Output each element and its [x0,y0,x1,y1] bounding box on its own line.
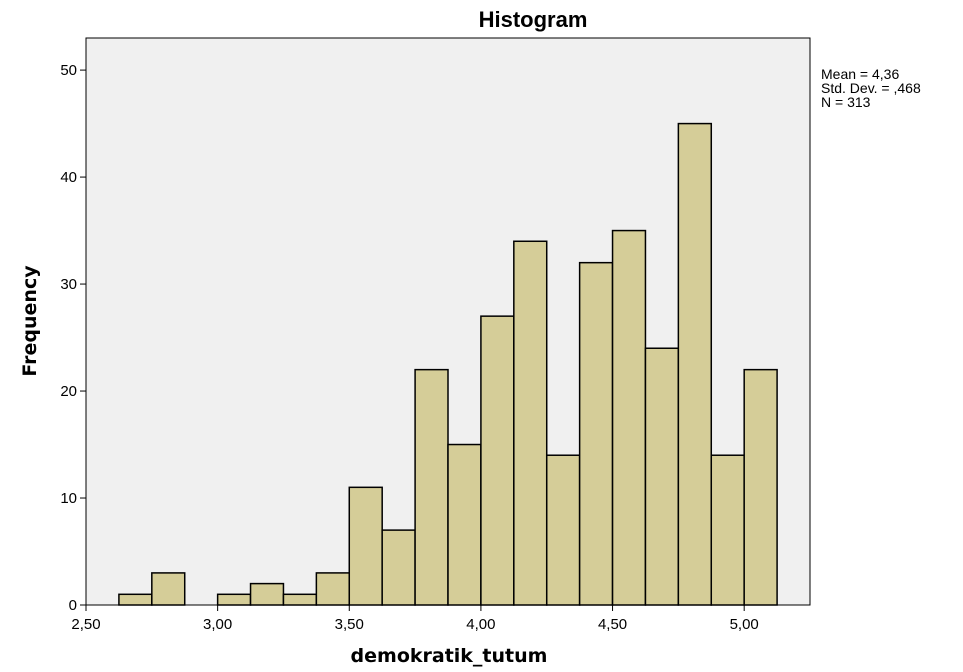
histogram-bar-7 [315,572,351,606]
histogram-bar-10 [414,368,449,606]
x-tick-label-3: 3,50 [335,616,364,633]
x-tick-label-1: 2,50 [71,616,100,633]
histogram-bar-12 [480,315,515,606]
x-axis-label: demokratik_tutum [351,645,548,667]
y-tick-label-5: 40 [60,169,77,186]
y-tick-label-4: 30 [60,276,77,293]
histogram-bar-17 [644,347,680,606]
histogram-bar-9 [381,529,416,606]
x-tick-label-5: 4,50 [598,616,627,633]
histogram-bar-8 [348,486,383,606]
histogram-bar-16 [611,229,647,606]
histogram-bar-5 [249,582,285,606]
y-tick-label-6: 50 [60,62,77,79]
histogram-bar-19 [710,454,745,606]
y-axis: 0 10 20 30 40 50 [60,62,86,614]
chart-title: Histogram [479,7,588,32]
histogram-bar-18 [677,122,713,606]
y-tick-label-2: 10 [60,490,77,507]
bars-group [118,122,778,606]
y-axis-label: Frequency [19,265,41,377]
x-tick-label-6: 5,00 [730,616,759,633]
x-tick-label-4: 4,00 [466,616,495,633]
histogram-bar-11 [447,443,482,606]
summary-stats: Mean = 4,36 Std. Dev. = ,468 N = 313 [821,66,921,110]
y-tick-label-3: 20 [60,383,77,400]
x-tick-label-2: 3,00 [203,616,232,633]
histogram-bar-1 [118,593,153,606]
histogram-bar-2 [151,572,186,606]
histogram-bar-6 [282,593,318,606]
x-axis: 2,50 3,00 3,50 4,00 4,50 5,00 [71,605,759,633]
y-tick-label-1: 0 [69,597,77,614]
stat-std-dev: Std. Dev. = ,468 [821,80,921,96]
histogram-bar-13 [513,240,548,606]
stat-n: N = 313 [821,94,871,110]
histogram-bar-14 [545,454,581,606]
histogram-bar-15 [578,261,614,606]
histogram-bar-20 [743,368,778,606]
stat-mean: Mean = 4,36 [821,66,899,82]
histogram-bar-4 [216,593,252,606]
